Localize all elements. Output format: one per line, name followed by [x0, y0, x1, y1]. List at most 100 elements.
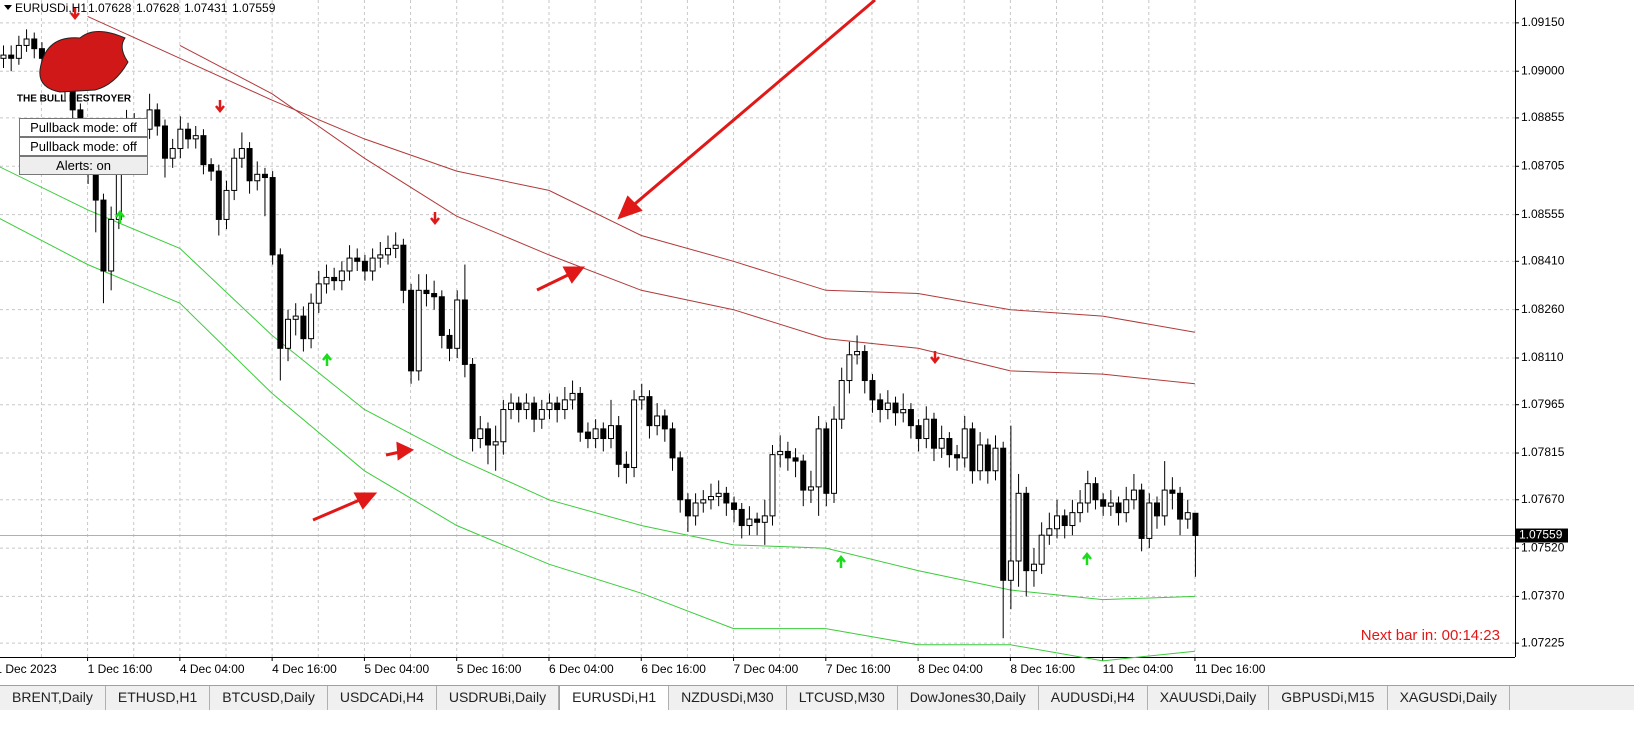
candle-body: [761, 515, 768, 523]
candle-body: [477, 428, 484, 440]
band-line: [0, 218, 1195, 662]
candle-body: [754, 518, 761, 523]
candle-body: [831, 418, 838, 494]
candle-body: [23, 38, 30, 46]
candle-body: [877, 399, 884, 411]
y-tick-label: 1.08555: [1521, 207, 1565, 221]
candle-body: [300, 315, 307, 340]
symbol-tab[interactable]: GBPUSDi,M15: [1269, 686, 1388, 710]
candle-body: [38, 48, 45, 59]
candle-body: [631, 399, 638, 469]
candle-body: [861, 351, 868, 382]
candle-body: [31, 38, 38, 50]
candle-body: [692, 502, 699, 517]
candle-body: [0, 54, 7, 59]
candle-body: [823, 428, 830, 494]
candle-body: [246, 148, 253, 182]
candle-body: [577, 392, 584, 433]
candle-body: [8, 54, 15, 59]
symbol-tab[interactable]: ETHUSD,H1: [106, 686, 211, 710]
header-triangle: [4, 5, 12, 10]
candle-body: [208, 164, 215, 172]
candle-body: [415, 289, 422, 372]
candle-body: [1115, 502, 1122, 514]
candle-body: [638, 396, 645, 401]
candle-body: [592, 428, 599, 440]
last-price-box: [1516, 528, 1568, 543]
symbol-tab[interactable]: LTCUSD,M30: [787, 686, 898, 710]
symbol-tab[interactable]: XAUUSDi,Daily: [1148, 686, 1270, 710]
candle-body: [1107, 502, 1114, 507]
candle-body: [807, 486, 814, 491]
x-tick-label: 1 Dec 16:00: [88, 662, 153, 676]
candle-body: [1100, 499, 1107, 507]
candle-body: [869, 380, 876, 401]
candle-body: [446, 334, 453, 349]
candle-body: [615, 425, 622, 465]
symbol-tab[interactable]: AUDUSDi,H4: [1039, 686, 1148, 710]
x-tick-label: 7 Dec 04:00: [734, 662, 799, 676]
candle-body: [384, 247, 391, 256]
candle-body: [1000, 447, 1007, 581]
candle-body: [738, 508, 745, 527]
candle-body: [977, 444, 984, 472]
candle-body: [15, 44, 22, 59]
candle-body: [215, 170, 222, 220]
x-tick-label: 7 Dec 16:00: [826, 662, 891, 676]
candle-body: [1077, 502, 1084, 514]
candle-body: [946, 438, 953, 456]
candle-body: [1007, 560, 1014, 581]
candle-body: [515, 402, 522, 411]
y-tick-label: 1.09000: [1521, 63, 1565, 77]
y-tick-label: 1.08410: [1521, 253, 1565, 267]
candle-body: [315, 283, 322, 304]
symbol-tab[interactable]: BRENT,Daily: [0, 686, 106, 710]
candle-body: [608, 425, 614, 440]
candle-body: [484, 428, 491, 446]
band-line: [0, 166, 1195, 601]
candle-body: [1184, 512, 1191, 520]
candle-body: [200, 135, 207, 166]
candle-body: [554, 402, 561, 411]
candle-body: [646, 396, 653, 427]
y-tick-label: 1.09150: [1521, 15, 1565, 29]
candle-body: [731, 502, 738, 510]
symbol-tab[interactable]: EURUSDi,H1: [559, 686, 670, 710]
candle-body: [254, 173, 261, 182]
candle-body: [277, 254, 284, 349]
candle-body: [469, 363, 476, 440]
candle-body: [161, 125, 168, 159]
candle-body: [1138, 489, 1145, 539]
candle-body: [308, 302, 315, 340]
tab-bar: BRENT,Daily ETHUSD,H1 BTCUSD,Daily USDCADi,…: [0, 685, 1634, 710]
candle-body: [1153, 502, 1160, 517]
candle-body: [723, 492, 730, 504]
pullback-button[interactable]: Pullback mode: off: [19, 118, 148, 137]
candle-body: [938, 438, 945, 449]
candle-body: [669, 428, 676, 459]
y-tick-label: 1.07370: [1521, 589, 1565, 603]
signal-arrows: [70, 7, 1092, 568]
symbol-tab[interactable]: DowJones30,Daily: [898, 686, 1039, 710]
candle-body: [884, 402, 891, 411]
symbol-tab[interactable]: BTCUSD,Daily: [210, 686, 328, 710]
candle-body: [292, 315, 299, 320]
symbol-tab[interactable]: USDCADi,H4: [328, 686, 437, 710]
symbol-tab[interactable]: NZDUSDi,M30: [669, 686, 787, 710]
alerts-button[interactable]: Alerts: on: [19, 156, 148, 175]
candle-body: [623, 463, 630, 469]
symbol-tab[interactable]: USDRUBi,Daily: [437, 686, 560, 710]
pullback-button[interactable]: Pullback mode: off: [19, 137, 148, 156]
candle-body: [346, 257, 353, 272]
candle-body: [1130, 489, 1137, 501]
candle-body: [1177, 492, 1184, 520]
candle-body: [600, 428, 607, 440]
candle-body: [269, 177, 276, 256]
candle-body: [777, 450, 784, 456]
candle-body: [984, 444, 991, 472]
symbol-tab[interactable]: XAGUSDi,Daily: [1388, 686, 1510, 710]
x-tick-label: 4 Dec 04:00: [180, 662, 245, 676]
candle-body: [954, 454, 961, 459]
candle-body: [1146, 502, 1153, 539]
